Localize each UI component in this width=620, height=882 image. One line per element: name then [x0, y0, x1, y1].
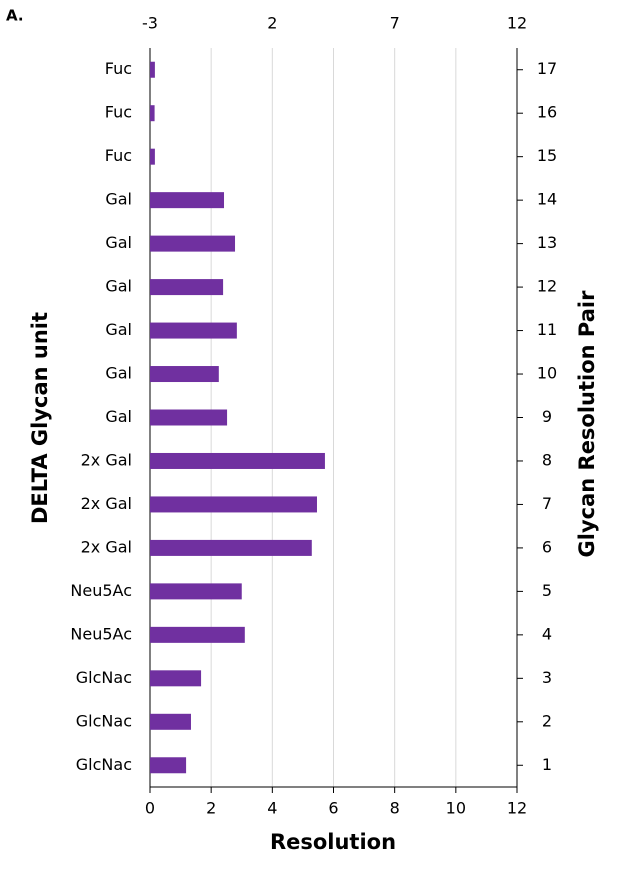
- y2-tick-label: 12: [537, 277, 557, 296]
- bar: [150, 366, 219, 383]
- y-tick-label: Neu5Ac: [70, 624, 132, 643]
- y2-tick-label: 2: [542, 711, 552, 730]
- x-tick-label: 2: [206, 799, 216, 818]
- x-axis-title: Resolution: [270, 830, 396, 854]
- y2-tick-label: 9: [542, 407, 552, 426]
- y-tick-label: Gal: [105, 277, 132, 296]
- y-tick-label: Gal: [105, 364, 132, 383]
- x-tick-label: 12: [507, 799, 527, 818]
- y-tick-label: Neu5Ac: [70, 581, 132, 600]
- y2-tick-label: 10: [537, 364, 557, 383]
- bar: [150, 452, 325, 469]
- y2-tick-label: 3: [542, 668, 552, 687]
- y-tick-label: Fuc: [105, 103, 132, 122]
- bar: [150, 496, 317, 513]
- bar: [150, 626, 245, 643]
- bar: [150, 105, 155, 122]
- x2-tick-label: 7: [390, 14, 400, 33]
- y2-tick-label: 16: [537, 103, 557, 122]
- x2-tick-label: 12: [507, 14, 527, 33]
- y-tick-label: Gal: [105, 190, 132, 209]
- bar: [150, 61, 155, 78]
- y-tick-label: 2x Gal: [81, 450, 132, 469]
- bar: [150, 235, 236, 252]
- y-tick-label: Gal: [105, 407, 132, 426]
- y2-tick-label: 1: [542, 755, 552, 774]
- y-tick-label: GlcNac: [76, 711, 132, 730]
- y2-tick-label: 4: [542, 624, 552, 643]
- y2-tick-label: 8: [542, 450, 552, 469]
- panel-label: A.: [6, 7, 24, 25]
- y-tick-label: 2x Gal: [81, 494, 132, 513]
- bar: [150, 583, 242, 600]
- bar: [150, 322, 237, 339]
- x2-tick-label: 2: [267, 14, 277, 33]
- y2-tick-label: 11: [537, 320, 557, 339]
- bar: [150, 539, 312, 556]
- bar: [150, 757, 187, 774]
- y-tick-label: Gal: [105, 320, 132, 339]
- bar: [150, 148, 155, 165]
- y2-tick-label: 15: [537, 146, 557, 165]
- bar: [150, 409, 228, 426]
- y2-axis-title: Glycan Resolution Pair: [575, 290, 599, 558]
- y2-tick-label: 5: [542, 581, 552, 600]
- y-tick-label: GlcNac: [76, 755, 132, 774]
- y2-tick-label: 13: [537, 233, 557, 252]
- x-tick-label: 8: [390, 799, 400, 818]
- y-tick-label: Gal: [105, 233, 132, 252]
- y-axis-title: DELTA Glycan unit: [28, 312, 52, 524]
- y-tick-label: GlcNac: [76, 668, 132, 687]
- bar: [150, 279, 224, 296]
- y2-tick-label: 7: [542, 494, 552, 513]
- y2-tick-label: 6: [542, 537, 552, 556]
- y-tick-label: 2x Gal: [81, 537, 132, 556]
- x-tick-label: 6: [328, 799, 338, 818]
- x2-tick-label: -3: [142, 14, 158, 33]
- y2-tick-label: 17: [537, 59, 557, 78]
- x-tick-label: 10: [446, 799, 466, 818]
- y-tick-label: Fuc: [105, 146, 132, 165]
- bar: [150, 192, 225, 209]
- x-tick-label: 4: [267, 799, 277, 818]
- bar: [150, 713, 191, 730]
- y2-tick-label: 14: [537, 190, 557, 209]
- x-tick-label: 0: [145, 799, 155, 818]
- y-tick-label: Fuc: [105, 59, 132, 78]
- bar: [150, 670, 202, 687]
